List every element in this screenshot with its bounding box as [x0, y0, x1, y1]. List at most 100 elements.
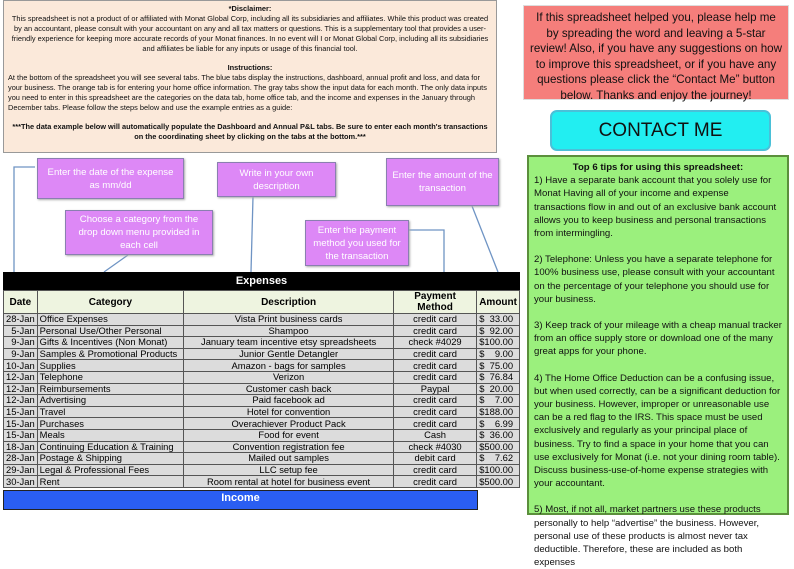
tips-title: Top 6 tips for using this spreadsheet: [572, 162, 744, 173]
payment-method-cell[interactable]: check #4030 [392, 440, 478, 454]
date-cell[interactable]: 28-Jan [3, 452, 38, 465]
payment-method-cell[interactable]: credit card [392, 463, 478, 477]
payment-method-cell[interactable]: credit card [392, 394, 478, 407]
column-header-amount: Amount [476, 290, 520, 314]
payment-method-cell[interactable]: credit card [392, 313, 478, 326]
payment-method-cell[interactable]: credit card [392, 359, 478, 372]
amount-cell[interactable]: $100.00 [476, 463, 520, 477]
expenses-table: Date Category Description Payment Method… [3, 290, 520, 488]
date-cell[interactable]: 18-Jan [3, 440, 38, 454]
table-row: 29-Jan Legal & Professional Fees LLC setup… [3, 463, 520, 477]
date-cell[interactable]: 12-Jan [3, 394, 38, 407]
table-row: 30-Jan Rent Room rental at hotel for busin… [3, 475, 520, 488]
category-cell[interactable]: Telephone [36, 370, 185, 384]
table-row: 15-Jan Purchases Overachiever Product Pack… [3, 417, 520, 430]
tips-box: Top 6 tips for using this spreadsheet: 1… [527, 155, 789, 568]
disclaimer-title: *Disclaimer: [228, 4, 272, 13]
category-cell[interactable]: Rent [36, 475, 185, 488]
description-cell[interactable]: Convention registration fee [183, 440, 394, 454]
date-cell[interactable]: 9-Jan [3, 336, 38, 349]
amount-cell[interactable]: $ 20.00 [476, 382, 520, 396]
date-cell[interactable]: 9-Jan [3, 347, 38, 361]
payment-method-cell[interactable]: debit card [392, 452, 478, 465]
tip-item: 3) Keep track of your mileage with a che… [534, 320, 782, 358]
category-cell[interactable]: Personal Use/Other Personal [36, 324, 185, 338]
amount-cell[interactable]: $500.00 [476, 440, 520, 454]
category-cell[interactable]: Samples & Promotional Products [36, 347, 185, 361]
disclaimer-text: This spreadsheet is not a product of or … [11, 14, 489, 53]
category-cell[interactable]: Travel [36, 405, 185, 419]
instructions-note: ***The data example below will automatic… [12, 122, 488, 141]
tip-item: 2) Telephone: Unless you have a separate… [534, 254, 775, 305]
payment-method-cell[interactable]: Cash [392, 428, 478, 442]
category-cell[interactable]: Postage & Shipping [36, 452, 185, 465]
description-cell[interactable]: Room rental at hotel for business event [183, 475, 394, 488]
date-cell[interactable]: 12-Jan [3, 382, 38, 396]
payment-method-cell[interactable]: credit card [392, 324, 478, 338]
description-cell[interactable]: Vista Print business cards [183, 313, 394, 326]
date-cell[interactable]: 30-Jan [3, 475, 38, 488]
table-row: 9-Jan Samples & Promotional Products Junio… [3, 347, 520, 361]
date-cell[interactable]: 15-Jan [3, 428, 38, 442]
date-cell[interactable]: 15-Jan [3, 417, 38, 430]
date-cell[interactable]: 28-Jan [3, 313, 38, 326]
column-header-description: Description [183, 290, 394, 314]
amount-cell[interactable]: $ 6.99 [476, 417, 520, 430]
category-cell[interactable]: Office Expenses [36, 313, 185, 326]
date-cell[interactable]: 5-Jan [3, 324, 38, 338]
date-cell[interactable]: 12-Jan [3, 370, 38, 384]
amount-cell[interactable]: $500.00 [476, 475, 520, 488]
payment-method-cell[interactable]: credit card [392, 405, 478, 419]
amount-cell[interactable]: $188.00 [476, 405, 520, 419]
table-row: 12-Jan Reimbursements Customer cash back Pa… [3, 382, 520, 396]
description-cell[interactable]: Verizon [183, 370, 394, 384]
description-cell[interactable]: Mailed out samples [183, 452, 394, 465]
payment-method-cell[interactable]: credit card [392, 417, 478, 430]
amount-cell[interactable]: $ 36.00 [476, 428, 520, 442]
table-row: 28-Jan Postage & Shipping Mailed out sampl… [3, 452, 520, 465]
callout-description: Write in your own description [217, 162, 336, 197]
amount-cell[interactable]: $ 76.84 [476, 370, 520, 384]
date-cell[interactable]: 29-Jan [3, 463, 38, 477]
date-cell[interactable]: 15-Jan [3, 405, 38, 419]
amount-cell[interactable]: $ 92.00 [476, 324, 520, 338]
amount-cell[interactable]: $ 7.62 [476, 452, 520, 465]
tip-item: 5) Most, if not all, market partners use… [534, 504, 761, 569]
description-cell[interactable]: LLC setup fee [183, 463, 394, 477]
category-cell[interactable]: Legal & Professional Fees [36, 463, 185, 477]
expenses-title: Expenses [3, 272, 520, 290]
category-cell[interactable]: Purchases [36, 417, 185, 430]
payment-method-cell[interactable]: check #4029 [392, 336, 478, 349]
description-cell[interactable]: Overachiever Product Pack [183, 417, 394, 430]
payment-method-cell[interactable]: credit card [392, 475, 478, 488]
description-cell[interactable]: Amazon - bags for samples [183, 359, 394, 372]
category-cell[interactable]: Continuing Education & Training [36, 440, 185, 454]
amount-cell[interactable]: $ 75.00 [476, 359, 520, 372]
description-cell[interactable]: Food for event [183, 428, 394, 442]
description-cell[interactable]: Shampoo [183, 324, 394, 338]
category-cell[interactable]: Reimbursements [36, 382, 185, 396]
table-row: 15-Jan Meals Food for event Cash $ 36.00 [3, 428, 520, 442]
callout-amount: Enter the amount of the transaction [386, 158, 499, 206]
payment-method-cell[interactable]: Paypal [392, 382, 478, 396]
amount-cell[interactable]: $ 33.00 [476, 313, 520, 326]
payment-method-cell[interactable]: credit card [392, 370, 478, 384]
description-cell[interactable]: Paid facebook ad [183, 394, 394, 407]
contact-me-button[interactable]: CONTACT ME [550, 110, 771, 151]
date-cell[interactable]: 10-Jan [3, 359, 38, 372]
category-cell[interactable]: Meals [36, 428, 185, 442]
category-cell[interactable]: Gifts & Incentives (Non Monat) [36, 336, 185, 349]
amount-cell[interactable]: $ 9.00 [476, 347, 520, 361]
amount-cell[interactable]: $100.00 [476, 336, 520, 349]
description-cell[interactable]: Junior Gentle Detangler [183, 347, 394, 361]
description-cell[interactable]: January team incentive etsy spreadsheets [183, 336, 394, 349]
column-header-date: Date [3, 290, 38, 314]
category-cell[interactable]: Advertising [36, 394, 185, 407]
amount-cell[interactable]: $ 7.00 [476, 394, 520, 407]
review-request-box: If this spreadsheet helped you, please h… [523, 5, 789, 102]
payment-method-cell[interactable]: credit card [392, 347, 478, 361]
description-cell[interactable]: Hotel for convention [183, 405, 394, 419]
description-cell[interactable]: Customer cash back [183, 382, 394, 396]
column-header-payment-method: Payment Method [392, 290, 478, 314]
category-cell[interactable]: Supplies [36, 359, 185, 372]
